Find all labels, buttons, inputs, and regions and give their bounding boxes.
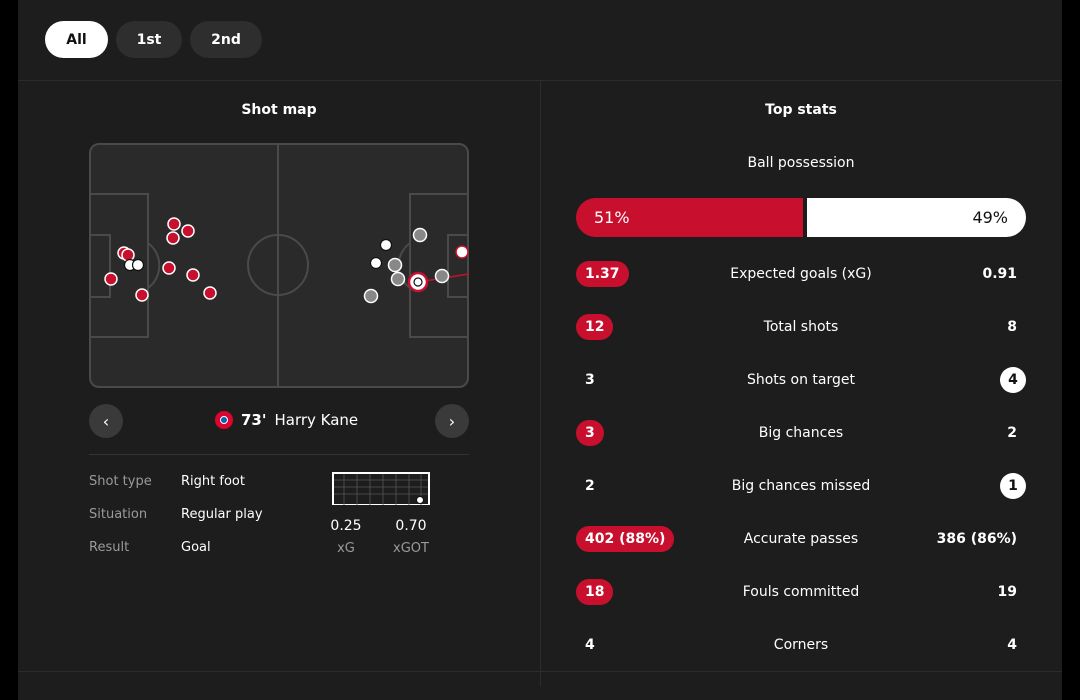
stat-home-value: 12 bbox=[576, 314, 614, 340]
player-name: Harry Kane bbox=[274, 411, 359, 429]
shot-marker[interactable] bbox=[166, 231, 180, 245]
divider bbox=[18, 671, 1062, 672]
selected-shot-player: 73' Harry Kane bbox=[215, 411, 358, 429]
shot-marker[interactable] bbox=[167, 217, 181, 231]
next-shot-button[interactable]: › bbox=[435, 404, 469, 438]
xgot-label: xGOT bbox=[393, 541, 429, 556]
stat-label: Expected goals (xG) bbox=[730, 266, 872, 282]
result-label: Result bbox=[89, 540, 130, 555]
previous-shot-button[interactable]: ‹ bbox=[89, 404, 123, 438]
ball-icon bbox=[413, 277, 423, 287]
shot-type-label: Shot type bbox=[89, 474, 152, 489]
stat-away-value: 4 bbox=[1007, 637, 1017, 653]
ball-icon bbox=[416, 496, 424, 504]
possession-home: 51% bbox=[576, 198, 803, 237]
stat-row: Fouls committed 18 19 bbox=[560, 579, 1042, 607]
shot-marker[interactable] bbox=[162, 261, 176, 275]
team-crest-icon bbox=[215, 411, 233, 429]
goal-ball-marker[interactable] bbox=[131, 258, 145, 272]
stat-away-value: 1 bbox=[1000, 473, 1026, 499]
result-value: Goal bbox=[181, 540, 211, 555]
stat-label: Total shots bbox=[763, 319, 839, 335]
shot-marker[interactable] bbox=[434, 268, 450, 284]
stat-row: Shots on target 3 4 bbox=[560, 367, 1042, 395]
stat-home-value: 1.37 bbox=[576, 261, 629, 287]
stat-label: Accurate passes bbox=[743, 531, 859, 547]
stat-away-value: 0.91 bbox=[982, 266, 1017, 282]
shot-marker[interactable] bbox=[186, 268, 200, 282]
possession-label: Ball possession bbox=[747, 155, 855, 171]
stat-row: Corners 4 4 bbox=[560, 632, 1042, 660]
shot-marker[interactable] bbox=[455, 245, 469, 259]
stat-home-value: 4 bbox=[585, 637, 595, 653]
stat-home-value: 2 bbox=[585, 478, 595, 494]
divider bbox=[540, 81, 541, 686]
stat-row: Expected goals (xG) 1.37 0.91 bbox=[560, 261, 1042, 289]
chevron-right-icon: › bbox=[448, 411, 456, 431]
shot-type-value: Right foot bbox=[181, 474, 245, 489]
shot-marker[interactable] bbox=[181, 224, 195, 238]
shot-marker[interactable] bbox=[121, 248, 135, 262]
stat-away-value: 4 bbox=[1000, 367, 1026, 393]
shot-marker[interactable] bbox=[363, 288, 379, 304]
shot-marker[interactable] bbox=[135, 288, 149, 302]
stat-away-value: 19 bbox=[997, 584, 1017, 600]
situation-value: Regular play bbox=[181, 507, 263, 522]
shot-marker[interactable] bbox=[390, 271, 406, 287]
stat-row: Big chances 3 2 bbox=[560, 420, 1042, 448]
period-filter: All 1st 2nd bbox=[45, 21, 262, 58]
situation-label: Situation bbox=[89, 507, 148, 522]
xg-label: xG bbox=[337, 541, 355, 556]
divider bbox=[18, 80, 1062, 81]
xg-value: 0.25 bbox=[330, 518, 362, 534]
stat-label: Shots on target bbox=[746, 372, 855, 388]
stat-home-value: 402 (88%) bbox=[576, 526, 675, 552]
possession-bar: 51% 49% bbox=[576, 198, 1026, 237]
stat-away-value: 8 bbox=[1007, 319, 1017, 335]
goal-ball-marker[interactable] bbox=[369, 256, 383, 270]
stat-label: Fouls committed bbox=[742, 584, 860, 600]
shot-marker[interactable] bbox=[387, 257, 403, 273]
shot-marker[interactable] bbox=[104, 272, 118, 286]
possession-away: 49% bbox=[807, 198, 1026, 237]
stat-home-value: 3 bbox=[576, 420, 604, 446]
stat-away-value: 386 (86%) bbox=[936, 531, 1017, 547]
shot-minute: 73' bbox=[241, 411, 267, 429]
stat-row: Accurate passes 402 (88%) 386 (86%) bbox=[560, 526, 1042, 554]
filter-all-button[interactable]: All bbox=[45, 21, 108, 58]
xgot-value: 0.70 bbox=[395, 518, 427, 534]
chevron-left-icon: ‹ bbox=[102, 411, 110, 431]
goal-ball-marker[interactable] bbox=[379, 238, 393, 252]
divider bbox=[89, 454, 469, 455]
stat-label: Big chances missed bbox=[731, 478, 871, 494]
shot-map-title: Shot map bbox=[241, 102, 317, 118]
shot-map-pitch[interactable] bbox=[89, 143, 469, 388]
filter-first-half-button[interactable]: 1st bbox=[116, 21, 182, 58]
filter-second-half-button[interactable]: 2nd bbox=[190, 21, 262, 58]
top-stats-title: Top stats bbox=[765, 102, 837, 118]
stat-home-value: 3 bbox=[585, 372, 595, 388]
goal-frame-diagram bbox=[332, 472, 430, 505]
stat-label: Big chances bbox=[758, 425, 844, 441]
shot-marker[interactable] bbox=[412, 227, 428, 243]
stat-row: Big chances missed 2 1 bbox=[560, 473, 1042, 501]
stat-home-value: 18 bbox=[576, 579, 614, 605]
stat-label: Corners bbox=[773, 637, 829, 653]
stat-row: Total shots 12 8 bbox=[560, 314, 1042, 342]
shot-marker[interactable] bbox=[203, 286, 217, 300]
stat-away-value: 2 bbox=[1007, 425, 1017, 441]
